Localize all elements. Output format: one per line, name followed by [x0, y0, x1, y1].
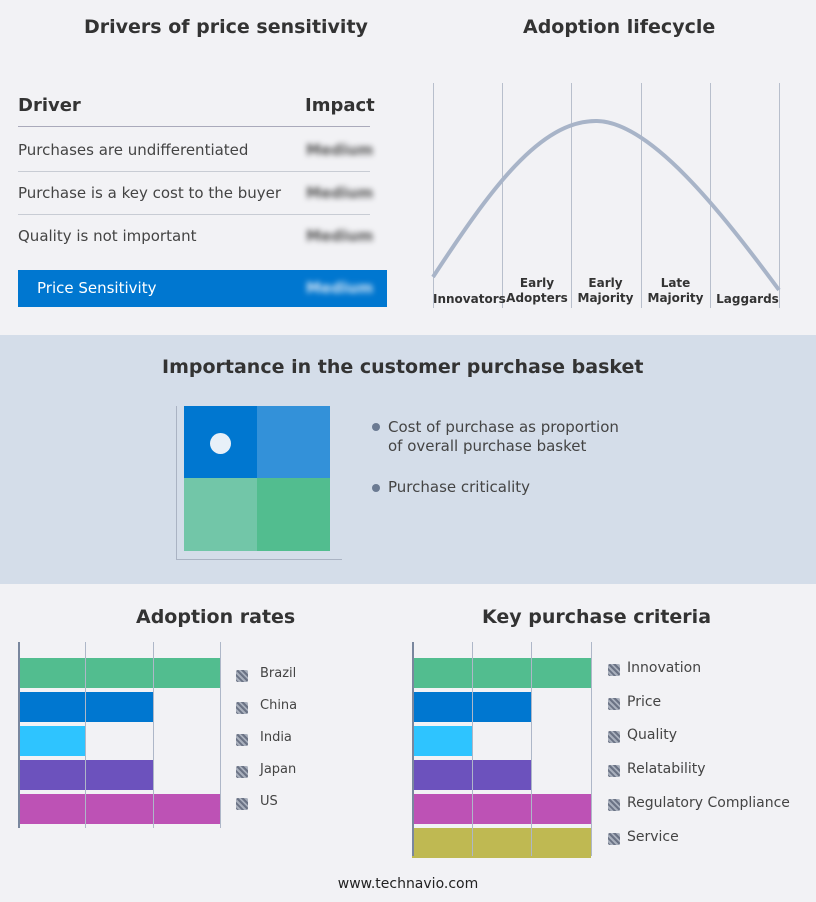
bullet-icon: [372, 423, 380, 431]
legend-swatch-icon: [608, 798, 620, 811]
bar-brazil: [18, 658, 220, 688]
driver-row: Purchases are undifferentiated Medium: [18, 129, 374, 172]
bar-india: [18, 726, 86, 756]
gridline: [471, 642, 473, 856]
quadrant-top-right: [257, 406, 330, 478]
driver-label: Purchase is a key cost to the buyer: [18, 184, 282, 202]
legend-swatch-icon: [236, 798, 248, 810]
legend-label: Service: [627, 828, 679, 845]
legend-label: Regulatory Compliance: [627, 794, 790, 811]
driver-label: Quality is not important: [18, 227, 197, 245]
quadrant-bottom-right: [257, 478, 330, 551]
legend-label: Relatability: [627, 761, 706, 778]
gridline: [85, 642, 87, 828]
legend-swatch-icon: [236, 734, 248, 746]
gridline: [591, 642, 592, 856]
quadrant-bottom-left: [184, 478, 257, 551]
basket-section: [0, 335, 816, 584]
stage-innovators: Innovators: [433, 292, 506, 306]
bar-us: [18, 794, 220, 824]
basket-legend-criticality: Purchase criticality: [388, 478, 531, 496]
impact-value: Medium: [306, 184, 374, 202]
bar-service: [412, 828, 591, 858]
driver-row: Purchase is a key cost to the buyer Mediu…: [18, 172, 374, 215]
legend-swatch-icon: [608, 832, 620, 845]
driver-label: Purchases are undifferentiated: [18, 141, 249, 159]
legend-label: US: [260, 794, 278, 809]
gridline: [152, 642, 154, 828]
legend-swatch-icon: [608, 765, 620, 778]
driver-row: Quality is not important Medium: [18, 215, 374, 258]
legend-swatch-icon: [236, 702, 248, 714]
kpc-title: Key purchase criteria: [482, 606, 712, 628]
stage-late-majority: Late Majority: [647, 276, 704, 305]
basket-legend-cost: Cost of purchase as proportion of overal…: [388, 418, 619, 455]
position-marker: [210, 433, 231, 454]
legend-label: China: [260, 698, 298, 713]
legend-swatch-icon: [608, 731, 620, 744]
bullet-icon: [372, 484, 380, 492]
impact-value: Medium: [306, 227, 374, 245]
bar-innovation: [412, 658, 591, 688]
legend-label: Japan: [260, 762, 297, 777]
legend-swatch-icon: [608, 664, 620, 676]
gridline: [531, 642, 533, 856]
legend-swatch-icon: [236, 670, 248, 682]
stage-early-adopters: Early Adopters: [506, 276, 568, 305]
adoption-rates-title: Adoption rates: [136, 606, 296, 628]
stage-early-majority: Early Majority: [577, 276, 634, 305]
impact-value: Medium: [306, 141, 374, 159]
legend-label: Innovation: [627, 660, 702, 676]
lifecycle-title: Adoption lifecycle: [523, 16, 716, 38]
drivers-header: Driver Impact: [18, 84, 375, 127]
price-sensitivity-summary: Price Sensitivity Medium: [18, 270, 387, 307]
y-axis: [18, 642, 20, 828]
legend-swatch-icon: [608, 697, 620, 710]
summary-label: Price Sensitivity: [37, 279, 157, 297]
adoption-curve: [431, 118, 781, 292]
summary-impact: Medium: [306, 279, 374, 297]
drivers-title: Drivers of price sensitivity: [84, 16, 368, 38]
legend-label: India: [260, 730, 292, 745]
stage-laggards: Laggards: [716, 292, 779, 306]
legend-label: Price: [627, 693, 662, 710]
legend-label: Quality: [627, 727, 678, 744]
footer-url: www.technavio.com: [337, 876, 479, 892]
basket-title: Importance in the customer purchase bask…: [162, 356, 644, 378]
driver-col-header: Driver: [18, 95, 81, 116]
impact-col-header: Impact: [305, 95, 375, 116]
gridline: [220, 642, 221, 828]
legend-label: Brazil: [260, 666, 297, 681]
bar-regulatory-compliance: [412, 794, 591, 824]
legend-swatch-icon: [236, 766, 248, 778]
bar-quality: [412, 726, 472, 756]
y-axis: [412, 642, 414, 856]
